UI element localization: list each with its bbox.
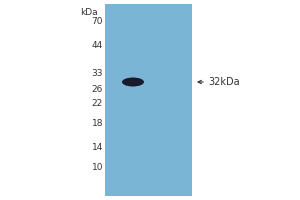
Text: 10: 10 [92, 164, 103, 172]
Text: kDa: kDa [80, 8, 98, 17]
Bar [105, 4, 192, 196]
Text: 70: 70 [92, 18, 103, 26]
Text: 33: 33 [92, 70, 103, 78]
Text: 26: 26 [92, 86, 103, 95]
Text: 18: 18 [92, 119, 103, 129]
Text: 32kDa: 32kDa [208, 77, 240, 87]
Ellipse shape [122, 77, 144, 86]
Text: 44: 44 [92, 42, 103, 50]
Text: 22: 22 [92, 98, 103, 108]
Text: 14: 14 [92, 144, 103, 152]
